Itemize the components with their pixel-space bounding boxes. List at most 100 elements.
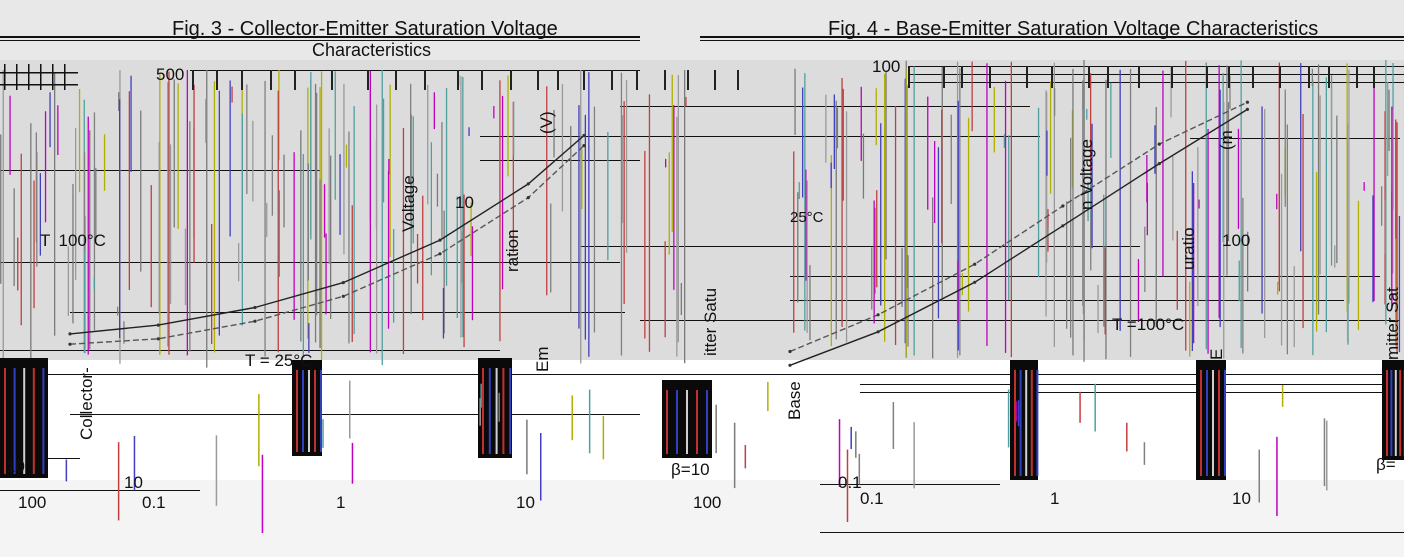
fig4-vtick-39 [1054,87,1056,116]
data-block-4-stripe-3 [1030,370,1033,476]
lower-tick-5 [744,444,747,469]
fig3-vtick-63 [620,72,623,356]
fig3-beta-label: β=10 [671,460,710,479]
fig4-vtick-50 [833,94,835,169]
fig4-series-0-point-1 [876,330,880,334]
fig3-vtick-95 [623,101,625,304]
lower-tick-11 [602,416,605,460]
fig3-vtick-42 [320,71,323,360]
fig3-top-tick [457,70,459,90]
fig3-vtick-13 [95,167,97,241]
fig3-vtick-80 [410,114,412,315]
fig3-vtick-104 [300,130,302,342]
data-block-5-stripe-2 [1212,370,1214,476]
fig4-top-tick [961,66,963,88]
fig4-vtick-130 [809,265,811,341]
fig4-vtick-90 [1372,195,1374,303]
fig3-vtick-86 [13,188,15,287]
fig4-xtick-0.1: 0.1 [860,489,884,508]
fig4-vtick-81 [1155,106,1157,328]
fig3-vtick-93 [78,89,81,193]
fig4-vtick-126 [806,180,808,333]
fig4-vtick-108 [1191,171,1193,351]
fig4-series-0-point-0 [788,363,792,367]
fig3-vtick-158 [460,76,462,338]
fig3-vtick-27 [462,76,464,338]
fig4-vtick-109 [1129,68,1132,357]
fig4-vtick-59 [1004,80,1007,353]
lower-tick-4 [850,426,852,450]
data-block-5-stripe-0 [1200,370,1202,476]
fig4-vtick-19 [1373,66,1375,301]
gridline-h-2 [0,40,640,41]
fig4-vtick-123 [825,94,827,163]
fig4-vtick-95 [871,247,873,310]
fig4-top-tick [1107,66,1109,88]
lower-tick-15 [892,402,895,449]
fig3-series-0-point-3 [341,281,345,285]
lower-tick-34 [1015,401,1017,422]
fig4-top-tick [943,66,945,88]
gridline-h-19 [0,350,500,351]
fig4-series-1-point-1 [876,313,880,317]
fig3-series-0-point-6 [582,133,586,138]
gridline-h-5 [908,66,1404,67]
fig3-xtick-100: 100 [693,493,721,512]
fig3-top-tick [395,70,397,90]
fig4-vtick-79 [1097,285,1099,334]
fig3-vtick-147 [550,203,552,293]
fig3-vtick-62 [512,102,514,253]
fig3-vtick-17 [184,228,187,306]
fig4-vtick-85 [862,133,865,199]
fig3-vtick-28 [118,92,120,111]
fig4-series-1-point-3 [1061,204,1065,208]
gridline-h-26 [820,484,1000,485]
fig4-vtick-106 [860,86,862,161]
lower-tick-36 [539,433,542,501]
fig3-vtick-139 [442,288,445,339]
fig4-vtick-104 [1247,231,1249,292]
gridline-h-25 [0,490,200,491]
fig4-vtick-58 [894,106,897,345]
gridline-h-16 [70,312,625,313]
fig4-vtick-138 [1049,81,1052,194]
data-block-0-stripe-4 [42,368,45,474]
fig3-series-1-point-5 [526,196,530,200]
fig3-vtick-34 [334,71,336,200]
fig4-ylabel-ration: uratio [1179,227,1198,270]
fig4-top-tick [1356,66,1358,88]
gridline-h-27 [820,532,1404,533]
lower-tick-32 [733,422,736,489]
fig3-vtick-61 [375,139,378,229]
lower-tick-27 [571,395,573,441]
fig4-vtick-51 [797,192,799,303]
fig4-vtick-96 [1198,199,1200,209]
fig4-vtick-40 [1325,77,1327,333]
data-block-4-stripe-1 [1019,370,1022,476]
hatch-v [28,64,30,90]
fig3-vtick-127 [580,70,582,364]
fig4-vtick-22 [937,147,940,319]
hatch-h [0,72,78,74]
fig3-vtick-30 [345,144,348,168]
data-block-3-stripe-1 [676,390,678,454]
lower-tick-35 [258,394,260,467]
fig4-vtick-30 [1110,82,1112,158]
fig3-series-1-point-3 [341,294,345,298]
fig3-top-tick [216,70,218,90]
fig3-ylabel-em: Em [533,347,552,373]
fig3-vtick-152 [468,127,470,137]
fig4-vtick-143 [1193,183,1195,344]
fig4-vtick-142 [1363,182,1365,191]
fig4-vtick-13 [1357,200,1360,330]
fig3-xtick-10: 10 [516,493,535,512]
fig3-xtick-100-left: 100 [18,493,46,512]
fig4-vtick-84 [1387,82,1389,176]
lower-tick-37 [1079,391,1081,423]
fig3-vtick-118 [177,83,179,229]
fig4-vtick-15 [1090,139,1092,271]
fig4-vtick-36 [1300,63,1302,252]
fig3-top-tick [270,70,272,90]
data-block-0-stripe-0 [4,368,6,474]
fig3-vtick-53 [213,81,216,353]
